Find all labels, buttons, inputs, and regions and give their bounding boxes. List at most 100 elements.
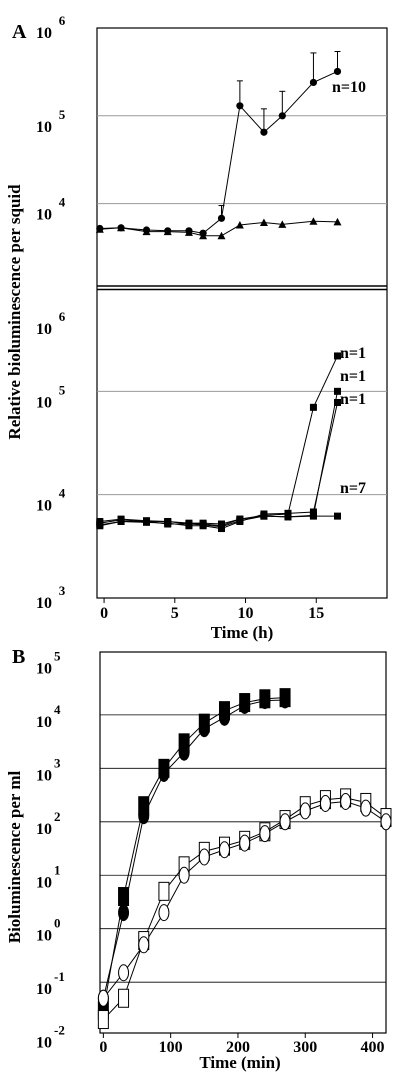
panel-a-1-series-3-point: [236, 517, 244, 525]
panel-b-ytick-base: 10: [36, 874, 52, 891]
panel-b-series-3-point: [118, 964, 130, 982]
panel-a: A 10 4 10 5 10 6 10 3 10 4 10 5 10 6 0 5 10 15 n=10 n=1 n=…: [5, 13, 388, 642]
panel-a-1-series-3-point: [199, 521, 207, 529]
panel-b-ytick-exp: 5: [54, 648, 61, 663]
panel-a-0-series-1-point: [95, 225, 104, 233]
panel-b-series-1-point: [218, 708, 230, 726]
panel-b-ytick-base: 10: [36, 981, 52, 998]
panel-b-series-3-point: [340, 792, 352, 810]
panel-a-0-ytick-base: 10: [36, 25, 52, 42]
panel-a-1-series-3-point: [117, 517, 125, 525]
panel-b-ytick-exp: 4: [54, 702, 61, 717]
panel-b-series-1-point: [239, 696, 251, 714]
panel-a-annotation: n=1: [340, 345, 366, 362]
panel-b-series-3-point: [138, 936, 150, 954]
panel-a-annotation: n=1: [340, 391, 366, 408]
panel-a-0-ytick-base: 10: [36, 119, 52, 136]
panel-a-0-series-1-point: [142, 227, 151, 236]
panel-a-1-ytick-exp: 5: [59, 382, 66, 397]
panel-b-ytick-base: 10: [36, 928, 52, 945]
panel-a-1-series-3-line: [99, 515, 338, 528]
panel-a-0-series-0-point: [236, 102, 244, 110]
panel-a-1-series-0-point: [333, 352, 341, 360]
panel-b-ytick-exp: -1: [54, 969, 65, 984]
panel-a-0-series-0-point: [260, 128, 268, 136]
panel-b-series-1-point: [198, 720, 210, 738]
panel-a-1-series-0-point: [309, 403, 317, 411]
panel-a-0-series-1-point: [117, 223, 126, 232]
panel-a-1-series-3-point: [260, 512, 268, 520]
panel-a-1-series-3-point: [185, 520, 193, 528]
panel-b-ytick-exp: 3: [54, 755, 61, 770]
panel-b-xtick-label: 400: [361, 1039, 385, 1056]
panel-b-series-1-point: [259, 692, 271, 710]
panel-b-series-3-point: [198, 848, 210, 866]
panel-a-1-ytick-base: 10: [36, 321, 52, 338]
panel-b-series-3-point: [178, 866, 190, 884]
panel-a-1-series-3-point: [333, 512, 341, 520]
panel-b-ytick-base: 10: [36, 1035, 52, 1052]
panel-a-xtick-label: 5: [171, 605, 179, 622]
panel-b-series-3-point: [279, 813, 291, 831]
panel-a-1-series-3-point: [309, 512, 317, 520]
panel-a-1-series-2-point: [284, 509, 292, 517]
panel-b-ytick-exp: -2: [54, 1023, 65, 1038]
panel-b-series-0-line: [102, 697, 286, 1011]
panel-a-0-series-0-point: [217, 214, 226, 222]
panel-a-1-series-3-point: [164, 520, 172, 528]
panel-a-0-series-0-line: [99, 70, 338, 234]
panel-a-label: A: [12, 21, 27, 43]
panel-a-0-series-1-point: [235, 221, 244, 229]
panel-a-0-series-1-point: [309, 217, 318, 225]
panel-b-series-2-point: [118, 988, 130, 1008]
panel-a-annotation: n=10: [332, 79, 366, 96]
panel-a-y-axis-label: Relative bioluminescence per squid: [5, 184, 24, 440]
panel-b-series-2-point: [97, 1010, 109, 1030]
panel-b-series-3-point: [380, 813, 392, 831]
panel-a-0-series-1-line: [99, 220, 338, 237]
panel-a-0-ytick-base: 10: [36, 207, 52, 224]
panel-a-0-ytick-exp: 4: [59, 195, 66, 210]
panel-a-1-series-1-point: [333, 387, 341, 395]
panel-b-series-1-point: [178, 743, 190, 761]
panel-b-series-3-point: [239, 834, 251, 852]
panel-b-series-3-point: [360, 799, 372, 817]
panel-a-1-series-2-line: [99, 402, 338, 530]
panel-b-plot-frame: [99, 651, 387, 1034]
panel-a-1-ytick-base: 10: [36, 498, 52, 515]
panel-a-annotation: n=7: [340, 480, 366, 497]
panel-a-0-ytick-exp: 5: [59, 107, 66, 122]
panel-a-1-series-2-point: [309, 508, 317, 516]
panel-a-0-series-0-point: [333, 67, 342, 76]
panel-b-x-axis-label: Time (min): [199, 1053, 280, 1072]
panel-b-series-3-point: [97, 989, 109, 1007]
panel-a-1-series-3-point: [143, 517, 151, 525]
panel-a-1-series-3-point: [96, 521, 104, 529]
panel-b-ytick-base: 10: [36, 714, 52, 731]
panel-a-xtick-label: 15: [308, 605, 324, 622]
panel-b-ytick-base: 10: [36, 660, 52, 677]
panel-a-0-series-0-point: [309, 78, 318, 87]
panel-b-series-3-point: [319, 794, 331, 812]
panel-b-xtick-label: 200: [226, 1039, 250, 1056]
panel-a-0-series-1-point: [217, 231, 226, 240]
panel-a-annotation: n=1: [340, 368, 366, 385]
panel-b-series-1-line: [102, 699, 286, 999]
panel-b-series-0-point: [118, 887, 130, 907]
panel-b-series-3-point: [158, 904, 170, 922]
panel-a-0-series-1-point: [278, 220, 287, 228]
panel-a-1-series-1-line: [99, 391, 338, 527]
panel-a-x-axis-label: Time (h): [211, 623, 274, 642]
panel-a-0-series-0-point: [278, 112, 286, 120]
panel-a-0-ytick-exp: 6: [59, 13, 66, 28]
panel-b-ytick-base: 10: [36, 821, 52, 838]
panel-b-series-1-point: [118, 904, 130, 922]
panel-b-xtick-label: 100: [159, 1039, 183, 1056]
panel-b-series-3-point: [259, 825, 271, 843]
panel-b-series-1-point: [279, 691, 291, 709]
panel-b-series-1-point: [138, 807, 150, 825]
panel-a-0-series-1-point: [184, 228, 193, 236]
panel-a-1-series-0-line: [99, 355, 338, 525]
